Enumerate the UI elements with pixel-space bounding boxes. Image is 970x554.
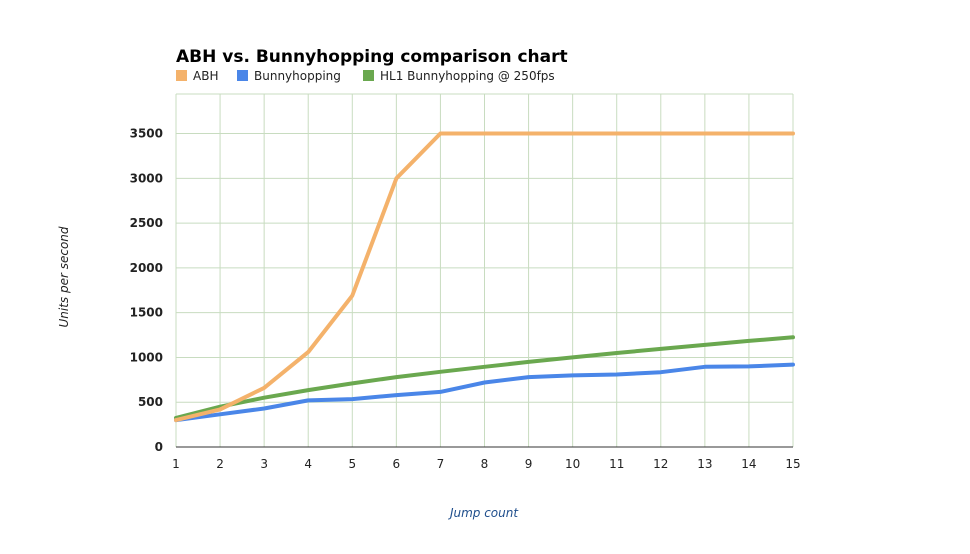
legend-label: ABH [193,69,218,83]
legend: ABH Bunnyhopping HL1 Bunnyhopping @ 250fps [176,69,555,83]
y-tick-label: 1500 [130,306,163,320]
x-tick-label: 11 [609,457,624,471]
grid [175,93,794,448]
x-tick-label: 9 [525,457,533,471]
x-tick-label: 7 [437,457,445,471]
x-axis-label: Jump count [448,506,519,520]
legend-label: HL1 Bunnyhopping @ 250fps [380,69,555,83]
legend-swatch [363,70,374,81]
y-tick-label: 3500 [130,127,163,141]
x-tick-label: 12 [653,457,668,471]
series-line-bunnyhopping [174,362,795,423]
y-axis-label: Units per second [57,226,71,327]
legend-swatch [176,70,187,81]
x-tick-label: 8 [481,457,489,471]
x-tick-label: 15 [785,457,800,471]
y-tick-label: 2500 [130,216,163,230]
x-tick-label: 10 [565,457,580,471]
y-tick-label: 1000 [130,350,163,364]
y-tick-label: 2000 [130,261,163,275]
x-tick-label: 5 [348,457,356,471]
x-tick-label: 14 [741,457,756,471]
legend-label: Bunnyhopping [254,69,341,83]
x-tick-label: 1 [172,457,180,471]
x-tick-label: 3 [260,457,268,471]
x-tick-labels: 1 2 3 4 5 6 7 8 9 10 11 12 13 14 15 [172,457,800,471]
legend-swatch [237,70,248,81]
x-tick-label: 6 [393,457,401,471]
x-tick-label: 4 [304,457,312,471]
chart-title: ABH vs. Bunnyhopping comparison chart [176,47,568,67]
x-tick-label: 13 [697,457,712,471]
y-tick-label: 3000 [130,171,163,185]
series-line-hl1-bunnyhopping-250fps [174,335,795,420]
series-lines [174,131,795,423]
x-tick-label: 2 [216,457,224,471]
y-tick-labels: 0 500 1000 1500 2000 2500 3000 3500 [130,127,163,454]
y-tick-label: 0 [155,440,163,454]
y-tick-label: 500 [138,395,163,409]
series-line-abh [174,131,795,423]
